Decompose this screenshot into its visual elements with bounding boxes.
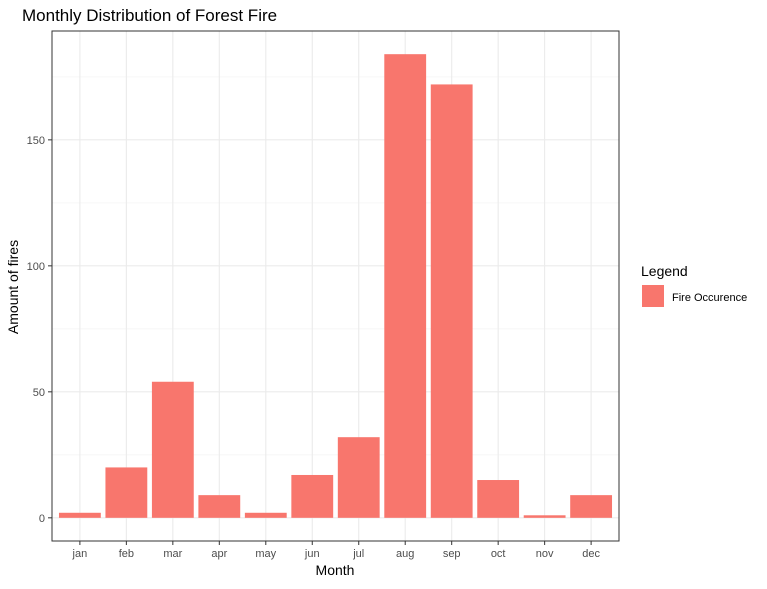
x-tick-label-feb: feb [119, 548, 134, 560]
legend-key-fire-occurence [642, 285, 664, 307]
bar-feb [105, 467, 148, 518]
bar-nov [523, 515, 566, 518]
y-tick-label: 150 [27, 135, 45, 147]
y-tick-label: 0 [39, 513, 45, 525]
x-tick-label-dec: dec [582, 548, 600, 560]
legend: Legend Fire Occurence [641, 263, 747, 307]
bar-sep [430, 84, 473, 518]
bar-aug [384, 54, 427, 518]
x-tick-label-jun: jun [304, 548, 320, 560]
x-axis-ticks: jan feb mar apr may jun jul aug sep oct nov dec [72, 541, 600, 560]
bar-jun [291, 474, 334, 518]
bar-dec [570, 495, 613, 518]
legend-title: Legend [641, 263, 688, 279]
x-tick-label-may: may [255, 548, 276, 560]
x-tick-label-sep: sep [443, 548, 461, 560]
panel-background [52, 31, 619, 541]
legend-entry-fire-occurence: Fire Occurence [672, 292, 747, 304]
panel-border [51, 30, 620, 542]
x-tick-label-aug: aug [396, 548, 414, 560]
y-tick-label: 50 [33, 387, 45, 399]
x-tick-label-mar: mar [163, 548, 182, 560]
bar-mar [151, 381, 194, 518]
bar-may [244, 512, 287, 518]
x-tick-label-oct: oct [491, 548, 506, 560]
bar-apr [198, 495, 241, 518]
bar-oct [477, 480, 520, 518]
y-axis-label: Amount of fires [5, 240, 21, 334]
bars [58, 54, 613, 518]
x-tick-label-jan: jan [72, 548, 88, 560]
chart-title: Monthly Distribution of Forest Fire [22, 6, 277, 25]
x-tick-label-apr: apr [211, 548, 227, 560]
bar-jan [58, 512, 101, 518]
x-axis-label: Month [316, 562, 355, 578]
y-axis-ticks: 0 50 100 150 [27, 135, 52, 525]
x-tick-label-jul: jul [352, 548, 364, 560]
grid-lines [52, 31, 619, 541]
x-tick-label-nov: nov [536, 548, 554, 560]
y-tick-label: 100 [27, 261, 45, 273]
bar-jul [337, 437, 380, 518]
